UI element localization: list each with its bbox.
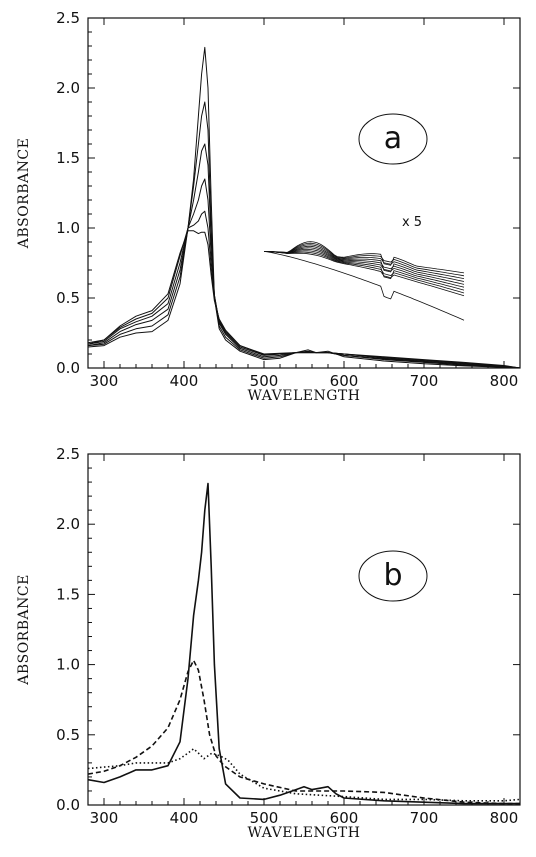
panel-a-inset-line-10 xyxy=(263,251,465,321)
panel-a-inset-line-2 xyxy=(264,242,465,277)
panel-a-inset-line-1 xyxy=(264,241,465,274)
panel-a-x-tick-label: 700 xyxy=(410,372,439,390)
panel-a: 300 400 500 600 700 800 0.0 0.5 1.0 1.5 2.0 2.5 WAV… xyxy=(16,9,521,404)
panel-b-y-tick-label: 2.0 xyxy=(56,515,80,533)
panel-b-y-tick-label: 0.0 xyxy=(56,796,80,814)
panel-b-x-tick-label: 500 xyxy=(250,809,279,827)
panel-b-x-tick-label: 300 xyxy=(90,809,119,827)
panel-b-label: b xyxy=(383,558,402,593)
panel-a-x-tick-label: 600 xyxy=(330,372,359,390)
panel-a-series xyxy=(88,46,520,368)
panel-b-label-badge xyxy=(358,550,428,602)
panel-a-inset-line-3 xyxy=(264,244,465,279)
panel-a-inset-line-9 xyxy=(263,251,465,297)
panel-a-inset-line-5 xyxy=(263,247,465,285)
panel-b-ticks xyxy=(88,453,520,806)
panel-b-y-tick-label: 0.5 xyxy=(56,726,80,744)
panel-a-x-tick-label: 400 xyxy=(170,372,199,390)
panel-a-y-tick-label: 1.0 xyxy=(56,219,80,237)
panel-a-tick-labels: 300 400 500 600 700 800 0.0 0.5 1.0 1.5 2.0 2.5 xyxy=(56,9,518,390)
panel-a-series-line-6 xyxy=(88,230,520,368)
panel-b-plot-frame xyxy=(87,453,521,806)
panel-a-plot-frame xyxy=(87,17,521,369)
panel-b-x-tick-label: 600 xyxy=(330,809,359,827)
panel-b-series-line-2 xyxy=(88,659,520,805)
panel-a-y-tick-label: 2.0 xyxy=(56,79,80,97)
panel-a-label-badge xyxy=(358,113,428,165)
panel-a-y-tick-label: 2.5 xyxy=(56,9,80,27)
panel-b-y-tick-label: 1.0 xyxy=(56,656,80,674)
panel-b-y-tick-label: 2.5 xyxy=(56,445,80,463)
panel-a-y-tick-label: 0.5 xyxy=(56,289,80,307)
panel-a-x-tick-label: 800 xyxy=(490,372,519,390)
panel-b-series xyxy=(88,482,520,805)
panel-a-inset-annotation: x 5 xyxy=(402,215,422,230)
panel-b-tick-labels: 300 400 500 600 700 800 0.0 0.5 1.0 1.5 2.0 2.5 xyxy=(56,445,518,827)
panel-b: 300 400 500 600 700 800 0.0 0.5 1.0 1.5 2.0 2.5 WAV… xyxy=(16,445,521,841)
panel-a-y-tick-label: 1.5 xyxy=(56,149,80,167)
panel-b-y-axis-label: ABSORBANCE xyxy=(16,574,32,686)
panel-b-x-tick-label: 700 xyxy=(410,809,439,827)
panel-b-x-axis-label: WAVELENGTH xyxy=(248,825,361,841)
panel-a-x-tick-label: 500 xyxy=(250,372,279,390)
panel-a-x-axis-label: WAVELENGTH xyxy=(248,388,361,404)
panel-a-y-tick-label: 0.0 xyxy=(56,359,80,377)
panel-a-y-axis-label: ABSORBANCE xyxy=(16,138,32,250)
panel-a-label: a xyxy=(384,121,402,156)
panel-a-inset-line-6 xyxy=(263,248,465,288)
panel-b-x-tick-label: 800 xyxy=(490,809,519,827)
panel-a-inset-line-8 xyxy=(263,251,465,294)
panel-b-y-tick-label: 1.5 xyxy=(56,585,80,603)
panel-a-inset xyxy=(263,241,465,321)
panel-a-x-tick-label: 300 xyxy=(90,372,119,390)
panel-a-ticks xyxy=(88,17,520,369)
panel-a-inset-line-7 xyxy=(263,250,465,291)
panel-b-x-tick-label: 400 xyxy=(170,809,199,827)
panel-a-inset-line-4 xyxy=(263,245,465,282)
